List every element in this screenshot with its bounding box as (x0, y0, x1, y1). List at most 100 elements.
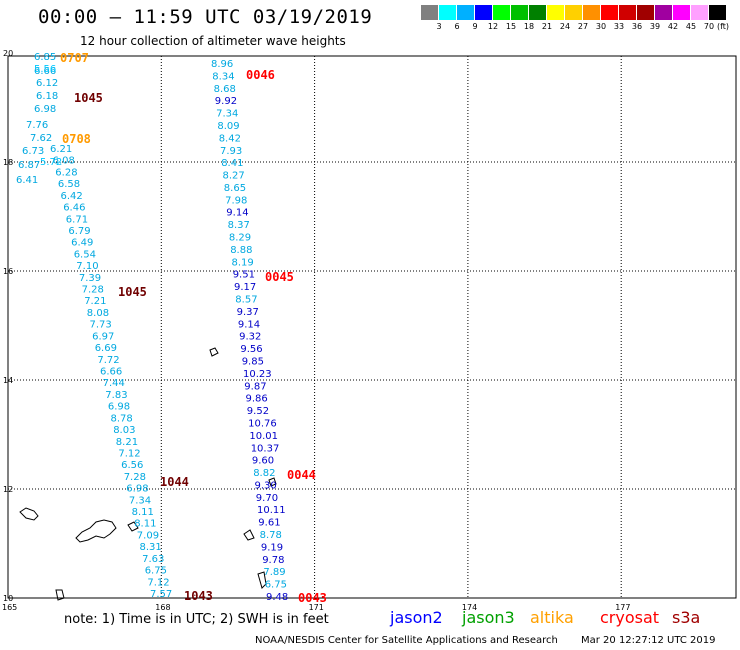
wave-height-label: 6.08 (53, 156, 75, 167)
lat-tick-label: 16 (3, 267, 13, 276)
lon-tick-label: 177 (615, 603, 630, 612)
color-swatch (601, 5, 619, 20)
wave-height-label: 7.72 (97, 355, 119, 366)
color-scale-tick: 45 (685, 22, 697, 31)
wave-height-label: 6.79 (68, 226, 90, 237)
wave-height-label: 7.09 (137, 530, 159, 541)
wave-height-label: 7.83 (105, 390, 127, 401)
satellite-legend-altika: altika (530, 608, 574, 627)
wave-height-label: 7.89 (263, 567, 285, 578)
wave-height-label: 7.34 (129, 495, 151, 506)
wave-height-label: 7.10 (76, 261, 98, 272)
color-swatch (547, 5, 565, 20)
wave-height-label: 8.65 (224, 183, 246, 194)
color-scale-tick: 21 (541, 22, 553, 31)
wave-height-label: 8.09 (217, 121, 239, 132)
wave-height-label: 8.21 (116, 437, 138, 448)
island (55, 589, 65, 601)
generated-timestamp: Mar 20 12:27:12 UTC 2019 (581, 635, 716, 646)
color-scale-tick: 12 (487, 22, 499, 31)
island (209, 347, 219, 357)
lon-tick-label: 168 (155, 603, 170, 612)
wave-height-label: 6.85 (34, 52, 56, 63)
wave-height-label: 8.42 (219, 133, 241, 144)
satellite-legend-s3a: s3a (672, 608, 701, 627)
wave-height-label: 8.41 (221, 158, 243, 169)
wave-height-label: 10.01 (249, 431, 278, 442)
wave-height-label: 6.41 (16, 175, 38, 186)
wave-height-label: 5.56 (34, 64, 56, 75)
wave-height-label: 9.61 (258, 518, 280, 529)
color-swatch (475, 5, 493, 20)
wave-height-label: 8.27 (223, 171, 245, 182)
wave-height-label: 6.98 (126, 484, 148, 495)
wave-height-label: 9.32 (239, 332, 261, 343)
wave-height-label: 8.11 (132, 507, 154, 518)
wave-height-label: 7.76 (26, 120, 48, 131)
wave-height-label: 9.52 (247, 406, 269, 417)
wave-height-label: 9.17 (234, 282, 256, 293)
pass-time-label: 1044 (160, 475, 189, 489)
color-swatch (709, 5, 727, 20)
lat-tick-label: 14 (3, 376, 13, 385)
map-frame (7, 55, 737, 599)
wave-height-label: 9.51 (233, 270, 255, 281)
color-swatch (637, 5, 655, 20)
color-swatch (655, 5, 673, 20)
wave-height-label: 9.92 (215, 96, 237, 107)
wave-height-label: 7.28 (82, 285, 104, 296)
color-swatch (583, 5, 601, 20)
color-scale-tick: 3 (436, 22, 442, 31)
satellite-legend-jason2: jason2 (390, 608, 443, 627)
lat-tick-label: 12 (3, 485, 13, 494)
wave-height-label: 8.37 (228, 220, 250, 231)
wave-height-label: 6.12 (36, 78, 58, 89)
wave-height-label: 9.37 (237, 307, 259, 318)
color-swatch (529, 5, 547, 20)
color-scale-tick: 36 (631, 22, 643, 31)
wave-height-label: 6.21 (50, 144, 72, 155)
pass-time-label: 0708 (62, 132, 91, 146)
lat-tick-label: 18 (3, 158, 13, 167)
island (257, 571, 267, 589)
wave-height-label: 7.98 (225, 195, 247, 206)
color-scale-tick: 9 (472, 22, 478, 31)
color-swatch (493, 5, 511, 20)
island (75, 519, 117, 543)
wave-height-label: 8.34 (212, 71, 234, 82)
wave-height-label: 8.57 (235, 295, 257, 306)
color-swatch (511, 5, 529, 20)
wave-height-label: 7.44 (103, 378, 125, 389)
wave-height-label: 9.19 (261, 542, 283, 553)
wave-height-label: 6.42 (61, 191, 83, 202)
wave-height-label: 9.78 (262, 555, 284, 566)
wave-height-label: 9.48 (266, 592, 288, 603)
wave-height-label: 7.12 (118, 449, 140, 460)
wave-height-label: 6.54 (74, 249, 96, 260)
wave-height-label: 6.46 (63, 203, 85, 214)
color-scale-tick: 15 (505, 22, 517, 31)
wave-height-label: 6.49 (71, 238, 93, 249)
wave-height-label: 8.11 (134, 519, 156, 530)
wave-height-label: 7.28 (124, 472, 146, 483)
color-swatch (691, 5, 709, 20)
wave-height-label: 7.12 (147, 577, 169, 588)
pass-time-label: 1045 (74, 91, 103, 105)
pass-time-label: 0044 (287, 468, 316, 482)
wave-height-label: 7.21 (84, 296, 106, 307)
wave-height-label: 9.14 (226, 208, 248, 219)
wave-height-label: 8.31 (140, 542, 162, 553)
wave-height-label: 9.14 (238, 319, 260, 330)
wave-height-label: 7.63 (142, 554, 164, 565)
wave-height-label: 7.73 (90, 320, 112, 331)
color-scale-tick: 27 (577, 22, 589, 31)
color-swatch (673, 5, 691, 20)
wave-height-label: 6.69 (95, 343, 117, 354)
wave-height-label: 6.66 (34, 66, 56, 77)
color-scale-tick: 6 (454, 22, 460, 31)
wave-height-label: 9.70 (256, 493, 278, 504)
wave-height-label: 10.37 (251, 443, 280, 454)
map-title: 00:00 – 11:59 UTC 03/19/2019 (38, 6, 373, 28)
wave-height-label: 7.57 (150, 589, 172, 600)
